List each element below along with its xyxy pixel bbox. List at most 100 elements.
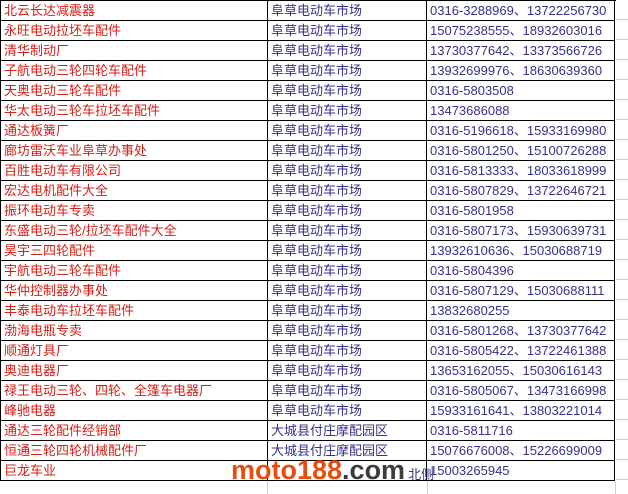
- company-name-cell: 百胜电动车有限公司: [1, 161, 268, 181]
- company-name-cell: 巨龙车业: [1, 461, 268, 481]
- phone-number-cell: 15933161641、13803221014: [427, 401, 615, 421]
- phone-number-cell: 13932610636、15030688719: [427, 241, 615, 261]
- market-location-cell: 阜草电动车市场: [268, 141, 427, 161]
- phone-number-cell: 0316-5811716: [427, 421, 615, 441]
- table-row: 振环电动车专卖 阜草电动车市场 0316-5801958: [1, 201, 616, 221]
- phone-number-cell: 0316-3288969、13722256730: [427, 1, 615, 21]
- company-name-cell: 华仲控制器办事处: [1, 281, 268, 301]
- table-row: 清华制动厂 阜草电动车市场 13730377642、13373566726: [1, 41, 616, 61]
- faint-gridline: [267, 481, 268, 494]
- market-location-cell: 阜草电动车市场: [268, 201, 427, 221]
- company-name-cell: 宇航电动三轮车配件: [1, 261, 268, 281]
- table-row: 东盛电动三轮/拉坯车配件大全 阜草电动车市场 0316-5807173、159306…: [1, 221, 616, 241]
- table-row: 华太电动三轮车拉坯车配件 阜草电动车市场 13473686088: [1, 101, 616, 121]
- table-row: 子航电动三轮四轮车配件 阜草电动车市场 13932699976、1863063936…: [1, 61, 616, 81]
- company-name-cell: 廊坊雷沃车业阜草办事处: [1, 141, 268, 161]
- company-name-cell: 渤海电瓶专卖: [1, 321, 268, 341]
- company-name-cell: 丰泰电动车拉坯车配件: [1, 301, 268, 321]
- phone-number-cell: 0316-5804396: [427, 261, 615, 281]
- company-name-cell: 奥迪电器厂: [1, 361, 268, 381]
- market-location-cell: 阜草电动车市场: [268, 241, 427, 261]
- table-row: 禄王电动三轮、四轮、全篷车电器厂 阜草电动车市场 0316-5805067、1347…: [1, 381, 616, 401]
- market-location-cell: 阜草电动车市场: [268, 261, 427, 281]
- market-location-cell: 阜草电动车市场: [268, 21, 427, 41]
- table-row: 峰驰电器 阜草电动车市场 15933161641、13803221014: [1, 401, 616, 421]
- faint-gridline: [427, 481, 428, 494]
- company-name-cell: 华太电动三轮车拉坯车配件: [1, 101, 268, 121]
- table-row: 华仲控制器办事处 阜草电动车市场 0316-5807129、15030688111: [1, 281, 616, 301]
- table-row: 北云长达减震器 阜草电动车市场 0316-3288969、13722256730: [1, 1, 616, 21]
- phone-number-cell: 13730377642、13373566726: [427, 41, 615, 61]
- market-location-cell: [268, 461, 427, 481]
- company-name-cell: 清华制动厂: [1, 41, 268, 61]
- phone-number-cell: 0316-5801268、13730377642: [427, 321, 615, 341]
- market-location-cell: 阜草电动车市场: [268, 301, 427, 321]
- company-name-cell: 禄王电动三轮、四轮、全篷车电器厂: [1, 381, 268, 401]
- phone-number-cell: 0316-5801250、15100726288: [427, 141, 615, 161]
- company-name-cell: 通达板簧厂: [1, 121, 268, 141]
- table-row: 通达三轮配件经销部 大城县付庄摩配园区 0316-5811716: [1, 421, 616, 441]
- company-name-cell: 顺通灯具厂: [1, 341, 268, 361]
- company-name-cell: 天奥电动三轮车配件: [1, 81, 268, 101]
- partially-hidden-location-text: 北侧: [408, 467, 435, 482]
- phone-number-cell: 0316-5807173、15930639731: [427, 221, 615, 241]
- phone-number-cell: 0316-5196618、15933169980: [427, 121, 615, 141]
- table-row: 宏达电机配件大全 阜草电动车市场 0316-5807829、13722646721: [1, 181, 616, 201]
- phone-number-cell: 0316-5807129、15030688111: [427, 281, 615, 301]
- phone-number-cell: 15003265945: [427, 461, 615, 481]
- market-location-cell: 阜草电动车市场: [268, 121, 427, 141]
- phone-number-cell: 0316-5805422、13722461388: [427, 341, 615, 361]
- company-name-cell: 子航电动三轮四轮车配件: [1, 61, 268, 81]
- company-name-cell: 恒通三轮四轮机械配件厂: [1, 441, 268, 461]
- watermark-domain-suffix: .com: [342, 455, 406, 485]
- table-row: 渤海电瓶专卖 阜草电动车市场 0316-5801268、13730377642: [1, 321, 616, 341]
- table-row: 奥迪电器厂 阜草电动车市场 13653162055、15030616143: [1, 361, 616, 381]
- table-row: 巨龙车业 15003265945: [1, 461, 616, 481]
- faint-gridline: [615, 481, 616, 494]
- company-name-cell: 东盛电动三轮/拉坯车配件大全: [1, 221, 268, 241]
- table-row: 恒通三轮四轮机械配件厂 大城县付庄摩配园区 15076676008、15226699…: [1, 441, 616, 461]
- company-name-cell: 振环电动车专卖: [1, 201, 268, 221]
- phone-number-cell: 0316-5813333、18033618999: [427, 161, 615, 181]
- phone-number-cell: 13832680255: [427, 301, 615, 321]
- company-name-cell: 宏达电机配件大全: [1, 181, 268, 201]
- market-location-cell: 阜草电动车市场: [268, 341, 427, 361]
- watermark: moto188 .com 北侧: [231, 456, 434, 486]
- market-location-cell: 阜草电动车市场: [268, 161, 427, 181]
- phone-number-cell: 13653162055、15030616143: [427, 361, 615, 381]
- table-row: 丰泰电动车拉坯车配件 阜草电动车市场 13832680255: [1, 301, 616, 321]
- table-row: 天奥电动三轮车配件 阜草电动车市场 0316-5803508: [1, 81, 616, 101]
- market-location-cell: 大城县付庄摩配园区: [268, 441, 427, 461]
- phone-number-cell: 13932699976、18630639360: [427, 61, 615, 81]
- table-row: 百胜电动车有限公司 阜草电动车市场 0316-5813333、18033618999: [1, 161, 616, 181]
- market-location-cell: 阜草电动车市场: [268, 361, 427, 381]
- company-name-cell: 北云长达减震器: [1, 1, 268, 21]
- phone-number-cell: 0316-5803508: [427, 81, 615, 101]
- market-location-cell: 阜草电动车市场: [268, 101, 427, 121]
- market-location-cell: 阜草电动车市场: [268, 381, 427, 401]
- directory-table: 北云长达减震器 阜草电动车市场 0316-3288969、13722256730 永旺…: [0, 0, 616, 481]
- phone-number-cell: 15076676008、15226699009: [427, 441, 615, 461]
- spreadsheet-gridline-column: [616, 0, 628, 481]
- market-location-cell: 阜草电动车市场: [268, 281, 427, 301]
- watermark-brand-text: moto188: [231, 455, 343, 485]
- phone-number-cell: 0316-5805067、13473166998: [427, 381, 615, 401]
- market-location-cell: 阜草电动车市场: [268, 41, 427, 61]
- table-row: 廊坊雷沃车业阜草办事处 阜草电动车市场 0316-5801250、151007262…: [1, 141, 616, 161]
- market-location-cell: 阜草电动车市场: [268, 321, 427, 341]
- table-row: 永旺电动拉坯车配件 阜草电动车市场 15075238555、18932603016: [1, 21, 616, 41]
- phone-number-cell: 0316-5807829、13722646721: [427, 181, 615, 201]
- table-row: 通达板簧厂 阜草电动车市场 0316-5196618、15933169980: [1, 121, 616, 141]
- company-name-cell: 永旺电动拉坯车配件: [1, 21, 268, 41]
- market-location-cell: 阜草电动车市场: [268, 401, 427, 421]
- company-name-cell: 昊宇三四轮配件: [1, 241, 268, 261]
- market-location-cell: 阜草电动车市场: [268, 1, 427, 21]
- table-row: 宇航电动三轮车配件 阜草电动车市场 0316-5804396: [1, 261, 616, 281]
- market-location-cell: 阜草电动车市场: [268, 221, 427, 241]
- market-location-cell: 阜草电动车市场: [268, 61, 427, 81]
- table-row: 顺通灯具厂 阜草电动车市场 0316-5805422、13722461388: [1, 341, 616, 361]
- market-location-cell: 大城县付庄摩配园区: [268, 421, 427, 441]
- market-location-cell: 阜草电动车市场: [268, 81, 427, 101]
- phone-number-cell: 13473686088: [427, 101, 615, 121]
